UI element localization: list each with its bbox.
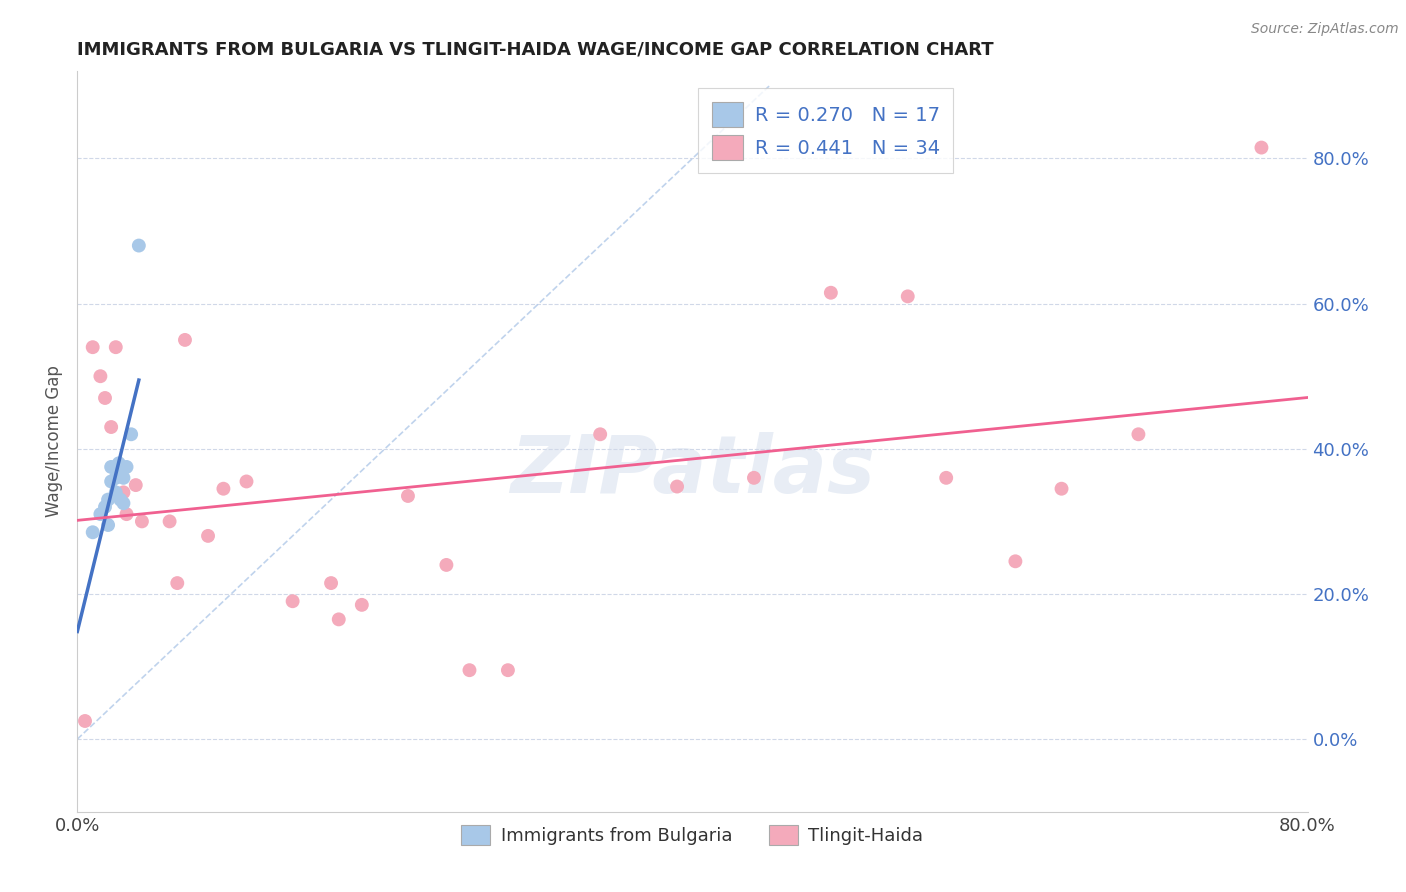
Point [1004, 554, 1026, 568]
Point [125, 478, 148, 492]
Point [159, 515, 181, 529]
Point [350, 598, 373, 612]
Point [281, 594, 304, 608]
Point [666, 479, 689, 493]
Point [82, 340, 104, 354]
Point [897, 289, 920, 303]
Point [820, 285, 842, 300]
Point [128, 238, 150, 252]
Point [212, 482, 235, 496]
Point [120, 427, 142, 442]
Point [108, 456, 131, 470]
Point [108, 464, 131, 478]
Point [131, 515, 153, 529]
Point [104, 340, 127, 354]
Point [97, 518, 120, 533]
Point [115, 507, 138, 521]
Point [104, 471, 127, 485]
Point [97, 492, 120, 507]
Point [100, 459, 122, 474]
Point [94, 391, 117, 405]
Text: IMMIGRANTS FROM BULGARIA VS TLINGIT-HAIDA WAGE/INCOME GAP CORRELATION CHART: IMMIGRANTS FROM BULGARIA VS TLINGIT-HAID… [77, 41, 994, 59]
Point [197, 529, 219, 543]
Point [89, 369, 111, 384]
Point [436, 558, 458, 572]
Point [82, 525, 104, 540]
Point [89, 507, 111, 521]
Point [115, 459, 138, 474]
Point [73, 714, 96, 728]
Point [112, 496, 135, 510]
Text: ZIPatlas: ZIPatlas [510, 432, 875, 510]
Point [112, 471, 135, 485]
Point [496, 663, 519, 677]
Y-axis label: Wage/Income Gap: Wage/Income Gap [45, 366, 63, 517]
Legend: Immigrants from Bulgaria, Tlingit-Haida: Immigrants from Bulgaria, Tlingit-Haida [453, 815, 932, 855]
Point [319, 576, 342, 591]
Point [328, 612, 350, 626]
Point [396, 489, 419, 503]
Point [589, 427, 612, 442]
Point [458, 663, 481, 677]
Point [94, 500, 117, 514]
Point [1128, 427, 1150, 442]
Point [100, 420, 122, 434]
Point [104, 485, 127, 500]
Point [100, 475, 122, 489]
Point [235, 475, 257, 489]
Point [174, 333, 197, 347]
Text: Source: ZipAtlas.com: Source: ZipAtlas.com [1251, 22, 1399, 37]
Point [166, 576, 188, 591]
Point [110, 492, 132, 507]
Point [1050, 482, 1073, 496]
Point [935, 471, 957, 485]
Point [112, 485, 135, 500]
Point [742, 471, 765, 485]
Point [1250, 140, 1272, 154]
